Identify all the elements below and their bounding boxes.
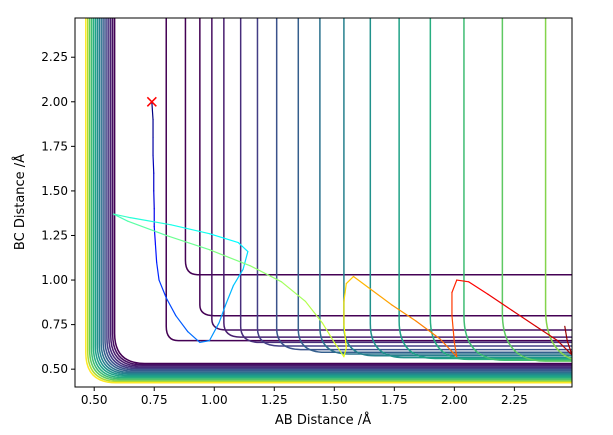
y-tick-label: 0.50 — [41, 362, 68, 376]
x-tick-label: 1.75 — [381, 393, 408, 407]
y-tick-label: 2.00 — [41, 95, 68, 109]
y-tick-label: 0.75 — [41, 318, 68, 332]
y-tick-label: 1.00 — [41, 273, 68, 287]
x-tick-label: 2.00 — [441, 393, 468, 407]
y-tick-label: 1.25 — [41, 228, 68, 242]
x-tick-label: 1.25 — [261, 393, 288, 407]
x-tick-label: 0.75 — [141, 393, 168, 407]
y-tick-label: 2.25 — [41, 50, 68, 64]
y-axis-label: BC Distance /Å — [12, 154, 28, 250]
x-tick-label: 2.25 — [501, 393, 528, 407]
x-tick-label: 1.50 — [321, 393, 348, 407]
x-tick-label: 1.00 — [201, 393, 228, 407]
x-axis-label: AB Distance /Å — [275, 412, 371, 428]
x-tick-label: 0.50 — [81, 393, 108, 407]
y-tick-label: 1.50 — [41, 184, 68, 198]
trajectory-segment — [153, 155, 154, 173]
y-tick-label: 1.75 — [41, 139, 68, 153]
